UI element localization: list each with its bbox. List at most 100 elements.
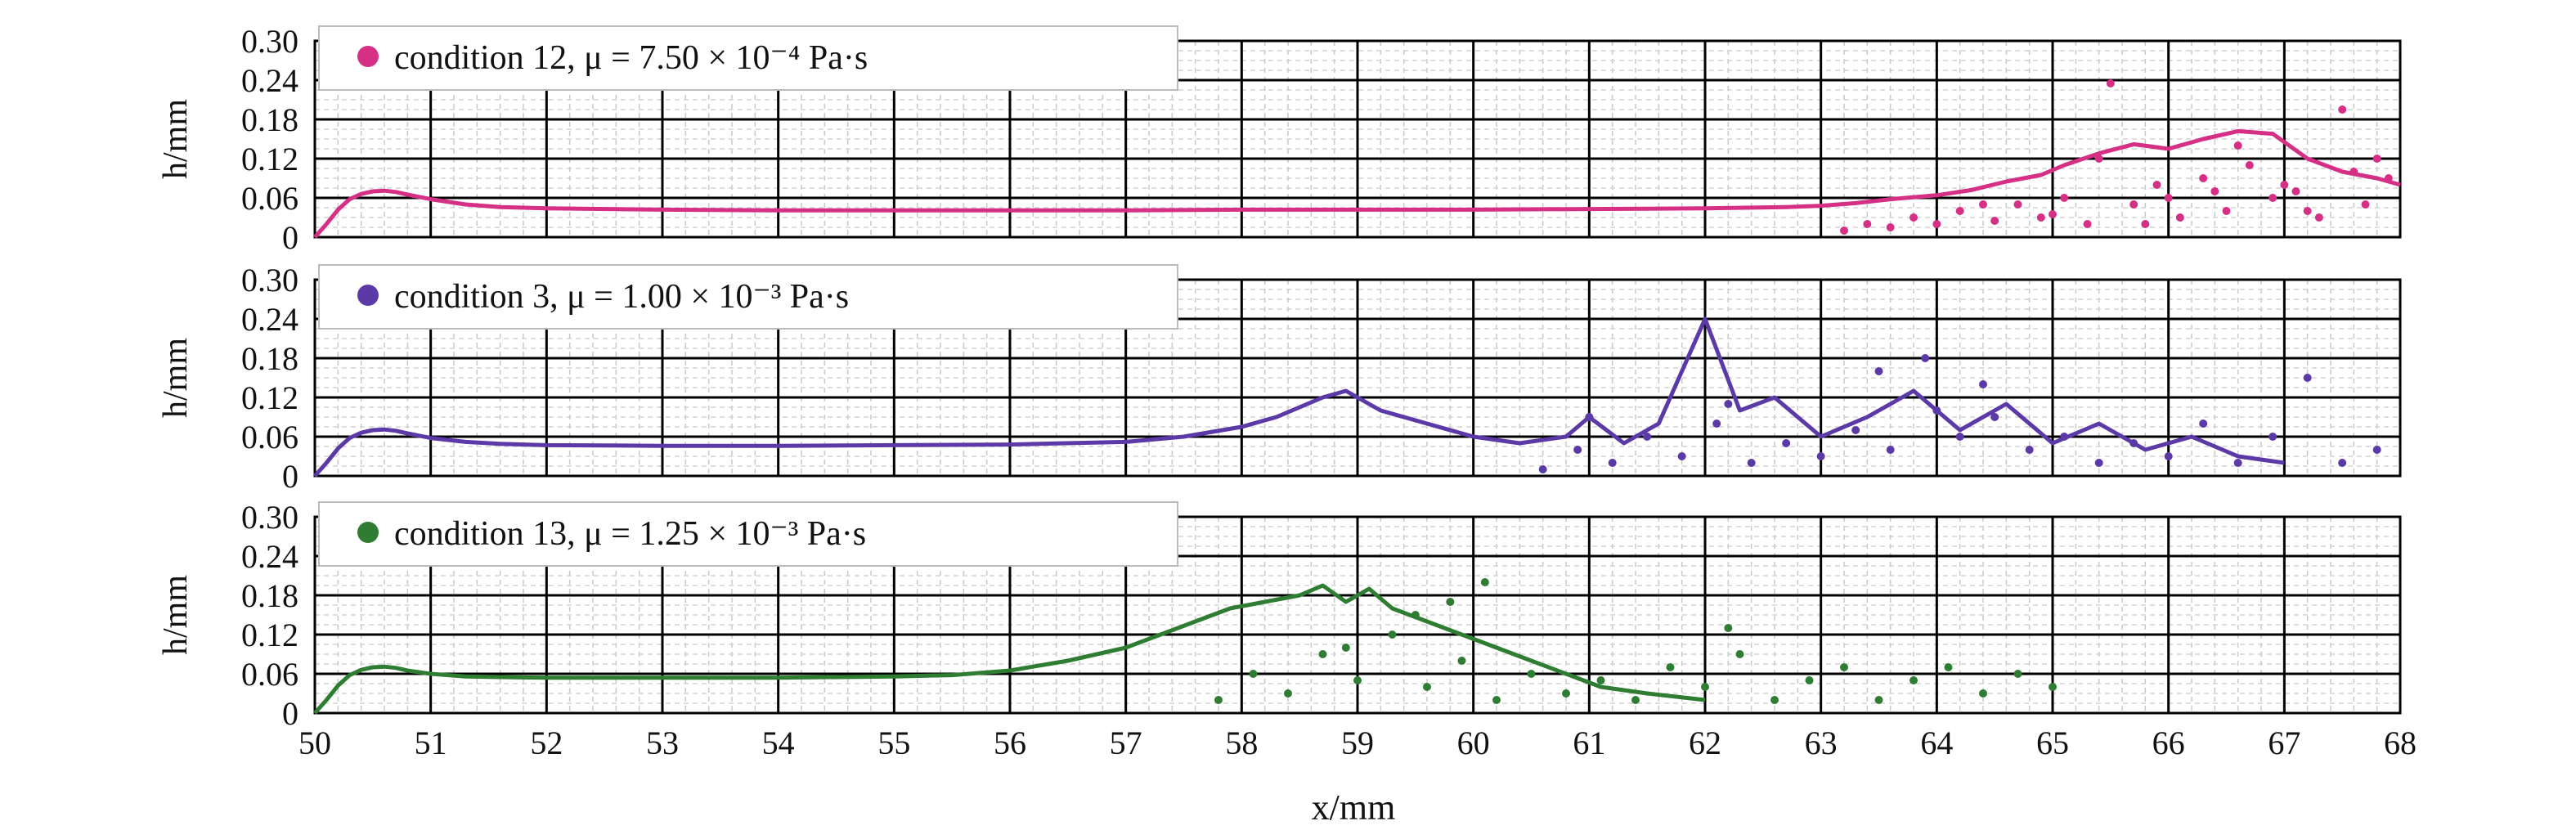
legend: condition 12, μ = 7.50 × 10⁻⁴ Pa·s — [318, 25, 1178, 91]
series-scatter — [1538, 354, 2381, 473]
data-point — [1840, 227, 1848, 235]
legend-marker — [357, 522, 379, 543]
x-tick-label: 65 — [2036, 725, 2069, 761]
y-tick-label: 0.12 — [241, 617, 298, 653]
data-point — [1955, 433, 1964, 441]
x-tick-label: 67 — [2268, 725, 2300, 761]
data-point — [1446, 598, 1455, 606]
x-tick-label: 55 — [877, 725, 910, 761]
data-point — [1874, 367, 1883, 375]
data-point — [2361, 200, 2370, 209]
plot-frame — [313, 278, 2402, 478]
legend-label: condition 13, μ = 1.25 × 10⁻³ Pa·s — [394, 515, 866, 553]
data-point — [2349, 168, 2358, 176]
y-tick-label: 0.12 — [241, 379, 298, 416]
data-point — [2233, 141, 2242, 150]
series-line — [313, 583, 1706, 715]
legend-label: condition 3, μ = 1.00 × 10⁻³ Pa·s — [394, 278, 849, 316]
x-tick-label: 51 — [415, 725, 447, 761]
y-tick-label: 0 — [282, 695, 298, 732]
data-point — [1724, 624, 1733, 632]
x-tick-label: 66 — [2152, 725, 2185, 761]
data-point — [1886, 223, 1895, 231]
data-point — [2269, 433, 2278, 441]
data-point — [1411, 611, 1420, 619]
y-axis-label: h/mm — [157, 99, 195, 179]
data-point — [2025, 446, 2034, 454]
data-point — [1979, 200, 1987, 209]
data-point — [1944, 663, 1953, 671]
x-tick-label: 61 — [1573, 725, 1605, 761]
data-point — [1805, 676, 1814, 684]
data-point — [2013, 670, 2022, 678]
data-point — [1677, 452, 1686, 460]
data-point — [2372, 155, 2381, 163]
data-point — [1979, 380, 1987, 388]
data-point — [2129, 200, 2138, 209]
data-point — [2199, 420, 2208, 428]
data-point — [2175, 213, 2184, 222]
data-point — [1782, 439, 1791, 447]
data-point — [1979, 689, 1987, 698]
data-point — [1284, 689, 1292, 698]
y-tick-label: 0.18 — [241, 340, 298, 377]
y-tick-label: 0.06 — [241, 656, 298, 693]
data-point — [1910, 213, 1918, 222]
data-point — [2164, 194, 2173, 202]
data-point — [1932, 406, 1941, 415]
data-point — [1863, 220, 1872, 228]
plot-frame — [313, 39, 2402, 239]
data-point — [1886, 446, 1895, 454]
data-point — [2152, 181, 2161, 189]
panel-1: condition 12, μ = 7.50 × 10⁻⁴ Pa·s00.060… — [157, 23, 2402, 256]
data-point — [1666, 663, 1675, 671]
data-point — [2222, 207, 2231, 215]
y-tick-label: 0.30 — [241, 23, 298, 60]
series-scatter — [1840, 79, 2393, 235]
x-axis: 50 51 52 53 54 55 56 57 58 59 60 61 62 63 64 65 66 67 68 — [298, 725, 2417, 761]
data-point — [1874, 696, 1883, 704]
data-point — [2303, 207, 2312, 215]
y-axis-label: h/mm — [157, 338, 195, 418]
data-point — [2141, 220, 2150, 228]
legend: condition 13, μ = 1.25 × 10⁻³ Pa·s — [318, 501, 1178, 567]
data-point — [1423, 683, 1431, 691]
series-line — [313, 583, 1706, 715]
data-point — [2199, 174, 2208, 182]
data-point — [2338, 105, 2347, 114]
data-point — [1990, 217, 1999, 225]
x-tick-label: 62 — [1689, 725, 1721, 761]
y-tick-label: 0.18 — [241, 577, 298, 614]
x-tick-label: 57 — [1110, 725, 1142, 761]
legend-marker — [357, 46, 379, 67]
legend: condition 3, μ = 1.00 × 10⁻³ Pa·s — [318, 264, 1178, 330]
data-point — [1249, 670, 1258, 678]
data-point — [2210, 187, 2219, 195]
data-point — [1585, 413, 1594, 421]
data-point — [2269, 194, 2278, 202]
legend-marker — [357, 285, 379, 306]
data-point — [2060, 194, 2069, 202]
data-point — [1724, 400, 1733, 408]
y-tick-label: 0.30 — [241, 262, 298, 298]
data-point — [2372, 446, 2381, 454]
y-axis: 00.060.120.180.240.30 h/mm — [157, 262, 298, 495]
data-point — [2314, 213, 2323, 222]
data-point — [1910, 676, 1918, 684]
series-line — [313, 128, 2401, 239]
data-point — [2094, 459, 2103, 467]
series-scatter — [1214, 578, 2057, 704]
x-tick-label: 60 — [1457, 725, 1490, 761]
x-tick-label: 52 — [530, 725, 563, 761]
chart-panels: condition 12, μ = 7.50 × 10⁻⁴ Pa·s00.060… — [157, 23, 2402, 732]
data-point — [1562, 689, 1570, 698]
data-point — [1573, 446, 1582, 454]
data-point — [1492, 696, 1501, 704]
y-tick-label: 0.06 — [241, 180, 298, 217]
plot-frame — [313, 515, 2402, 715]
data-point — [1990, 413, 1999, 421]
data-point — [2013, 200, 2022, 209]
panel-2: condition 3, μ = 1.00 × 10⁻³ Pa·s00.060.… — [157, 262, 2402, 495]
data-point — [2233, 459, 2242, 467]
data-point — [1341, 644, 1350, 652]
